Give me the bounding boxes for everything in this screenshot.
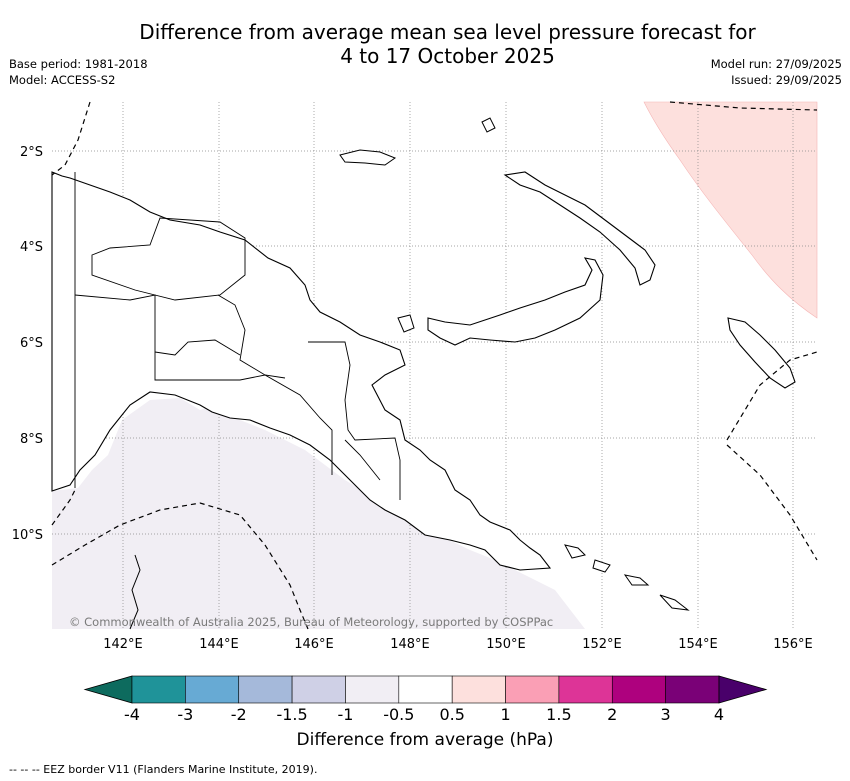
colorbar-tick-label: -2 xyxy=(231,705,247,724)
colorbar-segment xyxy=(398,675,453,704)
colorbar-tick-label: 1 xyxy=(500,705,510,724)
latitude-labels: 2°S 4°S 6°S 8°S 10°S xyxy=(12,145,43,543)
northern-islet xyxy=(481,117,496,133)
negative-anomaly-area xyxy=(52,398,585,629)
lon-label: 152°E xyxy=(582,637,622,652)
meta-left: Base period: 1981-2018 Model: ACCESS-S2 xyxy=(9,56,148,88)
lon-label: 142°E xyxy=(103,637,143,652)
lon-label: 148°E xyxy=(390,637,430,652)
colorbar-tick-label: 3 xyxy=(661,705,671,724)
map-panel: © Commonwealth of Australia 2025, Bureau… xyxy=(51,101,818,630)
colorbar-tick-label: 1.5 xyxy=(546,705,571,724)
base-period: Base period: 1981-2018 xyxy=(9,57,148,71)
model-name: Model: ACCESS-S2 xyxy=(9,73,116,87)
colorbar-extend-high xyxy=(718,675,768,704)
copyright-notice: © Commonwealth of Australia 2025, Bureau… xyxy=(69,615,553,629)
colorbar-tick-label: -4 xyxy=(124,705,140,724)
colorbar-segment xyxy=(451,675,506,704)
colorbar-segment xyxy=(238,675,293,704)
colorbar-tick-label: 4 xyxy=(714,705,724,724)
lon-label: 150°E xyxy=(486,637,526,652)
manus-island xyxy=(339,149,397,166)
lat-label: 8°S xyxy=(20,432,43,447)
longitude-labels: 142°E 144°E 146°E 148°E 150°E 152°E 154°… xyxy=(103,637,813,652)
colorbar-segment xyxy=(345,675,400,704)
colorbar-segment xyxy=(505,675,560,704)
lon-label: 146°E xyxy=(294,637,334,652)
positive-anomaly-area xyxy=(643,101,818,319)
colorbar-extend-low xyxy=(83,675,133,704)
colorbar-tick-label: -0.5 xyxy=(383,705,414,724)
meta-right: Model run: 27/09/2025 Issued: 29/09/2025 xyxy=(711,56,842,88)
chart-title: Difference from average mean sea level p… xyxy=(0,20,850,68)
new-britain-island xyxy=(427,257,604,346)
colorbar-tick-label: -1 xyxy=(337,705,353,724)
colorbar-segment xyxy=(131,675,186,704)
dentrecasteaux-islands xyxy=(564,544,690,611)
colorbar-segment xyxy=(558,675,613,704)
colorbar-tick-label: -3 xyxy=(177,705,193,724)
lon-label: 154°E xyxy=(678,637,718,652)
colorbar-segment xyxy=(611,675,666,704)
title-line-1: Difference from average mean sea level p… xyxy=(139,20,756,44)
colorbar-tick-label: 0.5 xyxy=(439,705,464,724)
province-borders xyxy=(74,172,401,500)
issued-date: Issued: 29/09/2025 xyxy=(731,73,842,87)
title-line-2: 4 to 17 October 2025 xyxy=(340,44,555,68)
lat-label: 6°S xyxy=(20,336,43,351)
cape-york xyxy=(129,554,141,630)
new-ireland-island xyxy=(503,171,656,286)
colorbar-tick-label: 2 xyxy=(607,705,617,724)
lon-label: 144°E xyxy=(199,637,239,652)
lon-label: 156°E xyxy=(773,637,813,652)
lat-label: 2°S xyxy=(20,145,43,160)
eastern-islet xyxy=(397,314,415,333)
lat-label: 4°S xyxy=(20,240,43,255)
bougainville-island xyxy=(727,317,796,389)
eez-borders xyxy=(51,101,818,630)
colorbar-tick-label: -1.5 xyxy=(276,705,307,724)
colorbar-segment xyxy=(665,675,720,704)
new-guinea-mainland xyxy=(51,171,552,571)
colorbar-label: Difference from average (hPa) xyxy=(296,730,554,750)
model-run: Model run: 27/09/2025 xyxy=(710,57,842,71)
eez-footnote: -- -- -- EEZ border V11 (Flanders Marine… xyxy=(9,763,318,776)
colorbar-segment xyxy=(185,675,240,704)
lat-label: 10°S xyxy=(12,528,43,543)
colorbar-segment xyxy=(291,675,346,704)
graticule xyxy=(52,102,817,629)
colorbar: -4 -3 -2 -1.5 -1 -0.5 0.5 1 1.5 2 3 4 xyxy=(83,675,768,724)
